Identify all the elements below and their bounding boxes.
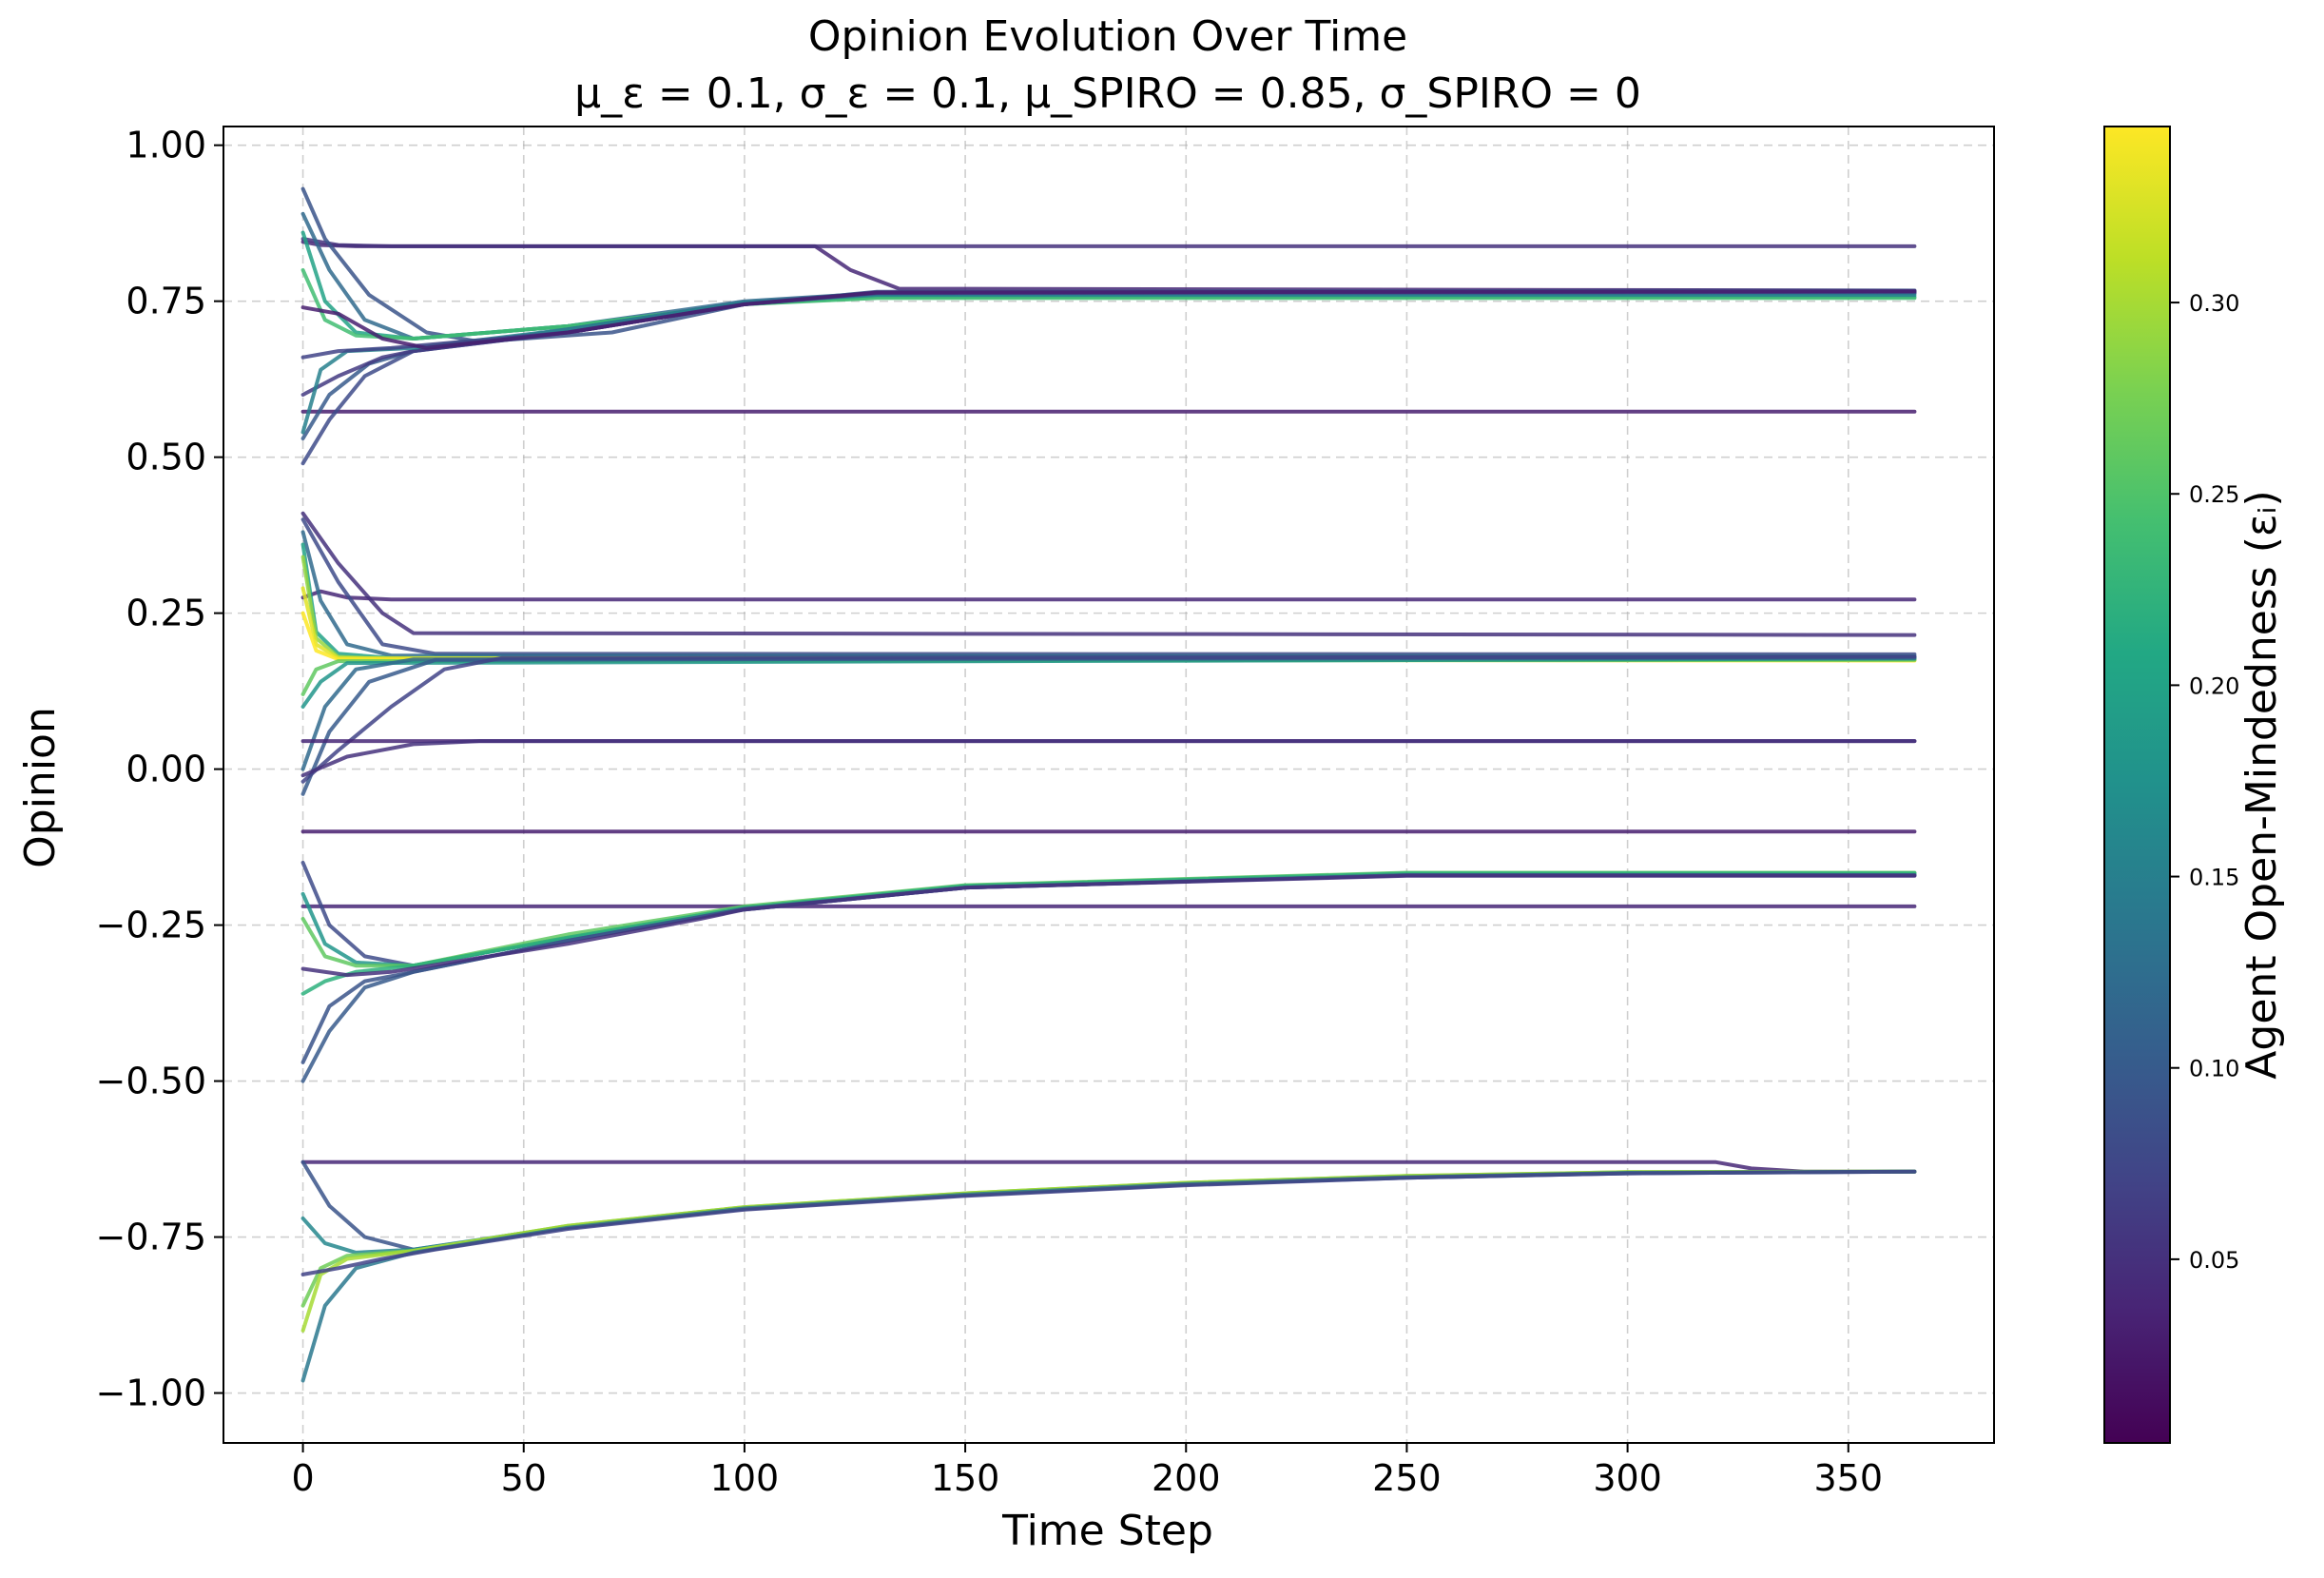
colorbar: 0.05 0.10 0.15 0.20 0.25 0.30 Agent Open-Mind… xyxy=(2103,126,2286,1444)
colorbar-tick-label: 0.30 xyxy=(2189,290,2239,317)
series-line-12 xyxy=(300,289,1917,350)
plot-area: 0 50 100 150 200 250 300 350 1.00 0.75 0.50 0.25 0.… xyxy=(96,125,1995,1499)
chart-title: Opinion Evolution Over Time xyxy=(808,12,1407,61)
x-tick-label: 350 xyxy=(1814,1457,1884,1499)
y-tick-label: 0.00 xyxy=(126,749,206,790)
x-tick-label: 100 xyxy=(710,1457,780,1499)
x-axis-label: Time Step xyxy=(1001,1507,1213,1555)
x-tick-label: 300 xyxy=(1593,1457,1662,1499)
x-tick-label: 200 xyxy=(1152,1457,1221,1499)
colorbar-tick-label: 0.15 xyxy=(2189,865,2239,891)
axes-frame xyxy=(223,126,1995,1444)
series-line-14 xyxy=(300,511,1917,637)
grid xyxy=(223,127,1994,1443)
x-tick-label: 250 xyxy=(1372,1457,1442,1499)
colorbar-tick-label: 0.25 xyxy=(2189,481,2239,508)
series-line-36 xyxy=(300,873,1917,978)
series-line-6 xyxy=(300,267,1917,341)
series-line-16 xyxy=(300,530,1917,658)
series-line-25 xyxy=(300,654,1917,784)
x-tick-label: 150 xyxy=(931,1457,1000,1499)
y-tick-label: −0.75 xyxy=(96,1217,206,1258)
y-tick-label: −0.25 xyxy=(96,905,206,946)
series-line-22 xyxy=(300,656,1917,709)
y-tick-label: 0.75 xyxy=(126,281,206,322)
y-tick-label: 0.50 xyxy=(126,437,206,478)
y-tick-label: 0.25 xyxy=(126,593,206,634)
x-tick-label: 50 xyxy=(501,1457,547,1499)
series-lines xyxy=(300,186,1917,1383)
y-tick-label: −0.50 xyxy=(96,1061,206,1102)
y-axis-ticks: 1.00 0.75 0.50 0.25 0.00 −0.25 −0.50 −0.75 −1.00 xyxy=(96,125,223,1414)
colorbar-tick-label: 0.10 xyxy=(2189,1056,2239,1082)
colorbar-tick-label: 0.05 xyxy=(2189,1247,2239,1274)
y-tick-label: −1.00 xyxy=(96,1373,206,1414)
colorbar-ticks: 0.05 0.10 0.15 0.20 0.25 0.30 xyxy=(2170,290,2239,1274)
colorbar-gradient xyxy=(2103,126,2171,1444)
series-line-43 xyxy=(300,1169,1917,1276)
series-line-27 xyxy=(300,739,1917,778)
series-line-2 xyxy=(300,237,1917,248)
chart-subtitle: μ_ε = 0.1, σ_ε = 0.1, μ_SPIRO = 0.85, σ_… xyxy=(574,69,1641,118)
x-tick-label: 0 xyxy=(291,1457,314,1499)
y-tick-label: 1.00 xyxy=(126,125,206,166)
x-axis-ticks: 0 50 100 150 200 250 300 350 xyxy=(291,1443,1883,1499)
y-axis-label: Opinion xyxy=(16,707,65,868)
colorbar-tick-label: 0.20 xyxy=(2189,672,2239,699)
colorbar-label: Agent Open-Mindedness (εᵢ) xyxy=(2237,490,2286,1079)
